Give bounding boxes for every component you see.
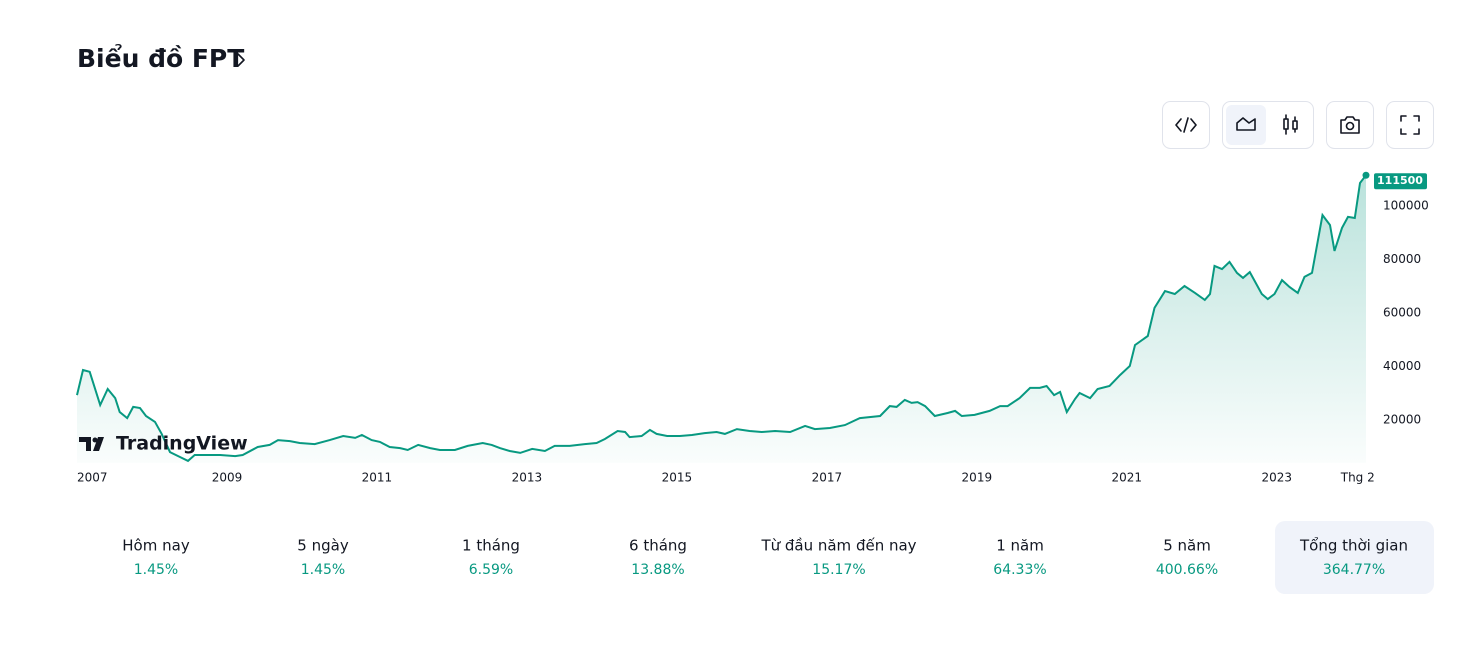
tab-value: 1.45% <box>134 562 178 578</box>
x-tick-label: 2015 <box>662 471 693 485</box>
y-tick-label: 20000 <box>1383 412 1421 426</box>
price-line <box>76 174 1367 463</box>
x-tick-label: 2021 <box>1112 471 1143 485</box>
last-point <box>1362 171 1370 179</box>
tab-label[interactable]: 1 năm <box>996 537 1044 555</box>
screenshot-button[interactable] <box>1326 101 1374 149</box>
title-chevron[interactable] <box>237 53 245 67</box>
tab-value: 364.77% <box>1323 562 1385 578</box>
y-tick-label: 80000 <box>1383 252 1421 266</box>
plot: 20000 40000 60000 80000 100000 2007 2009 2011 20… <box>76 171 1429 485</box>
x-tick-label: 2019 <box>962 471 993 485</box>
logo-mark <box>79 437 104 451</box>
embed-icon <box>1175 117 1197 133</box>
logo-dot <box>92 437 98 443</box>
tab-label[interactable]: 1 tháng <box>462 537 520 555</box>
tab-label[interactable]: Từ đầu năm đến nay <box>760 537 916 555</box>
tradingview-logo: TradingView <box>79 433 248 455</box>
logo-text: TradingView <box>116 433 248 455</box>
camera-lens <box>1345 121 1355 131</box>
tab-value: 13.88% <box>631 562 684 578</box>
area-button[interactable] <box>1226 105 1266 145</box>
x-tick-label: 2017 <box>812 471 843 485</box>
area <box>77 175 1366 463</box>
period-tabs: Hôm nay 1.45% 5 ngày 1.45% 1 tháng 6.59% 6 thá… <box>122 537 1408 579</box>
y-tick-label: 40000 <box>1383 359 1421 373</box>
x-tick-label: 2007 <box>77 471 108 485</box>
price-label: 111500 <box>1377 174 1423 187</box>
tab-value: 400.66% <box>1156 562 1218 578</box>
x-tick-label: Thg 2 <box>1340 471 1375 485</box>
x-tick-label: 2011 <box>362 471 393 485</box>
page-title[interactable]: Biểu đồ FPT <box>77 43 244 73</box>
tab-label[interactable]: 6 tháng <box>629 537 687 555</box>
camera-icon <box>1340 116 1360 134</box>
tab-label[interactable]: 5 ngày <box>297 537 349 555</box>
y-tick-label: 100000 <box>1383 198 1429 212</box>
price-label-box <box>1374 173 1427 190</box>
tab-value: 6.59% <box>469 562 513 578</box>
candle-icon[interactable] <box>1283 114 1298 135</box>
tab-value: 1.45% <box>301 562 345 578</box>
area-icon <box>1236 117 1256 131</box>
x-tick-label: 2013 <box>512 471 543 485</box>
toolbar <box>1162 101 1434 149</box>
y-tick-label: 60000 <box>1383 305 1421 319</box>
fullscreen-icon <box>1400 115 1420 135</box>
x-tick-label: 2009 <box>212 471 243 485</box>
tab-label[interactable]: Hôm nay <box>122 537 190 555</box>
active-tab-background <box>1275 521 1434 594</box>
fullscreen-button[interactable] <box>1386 101 1434 149</box>
x-tick-label: 2023 <box>1261 471 1292 485</box>
tab-label[interactable]: Tổng thời gian <box>1299 537 1408 555</box>
tab-label[interactable]: 5 năm <box>1163 537 1211 555</box>
tab-value: 15.17% <box>812 562 865 578</box>
tab-value: 64.33% <box>993 562 1046 578</box>
